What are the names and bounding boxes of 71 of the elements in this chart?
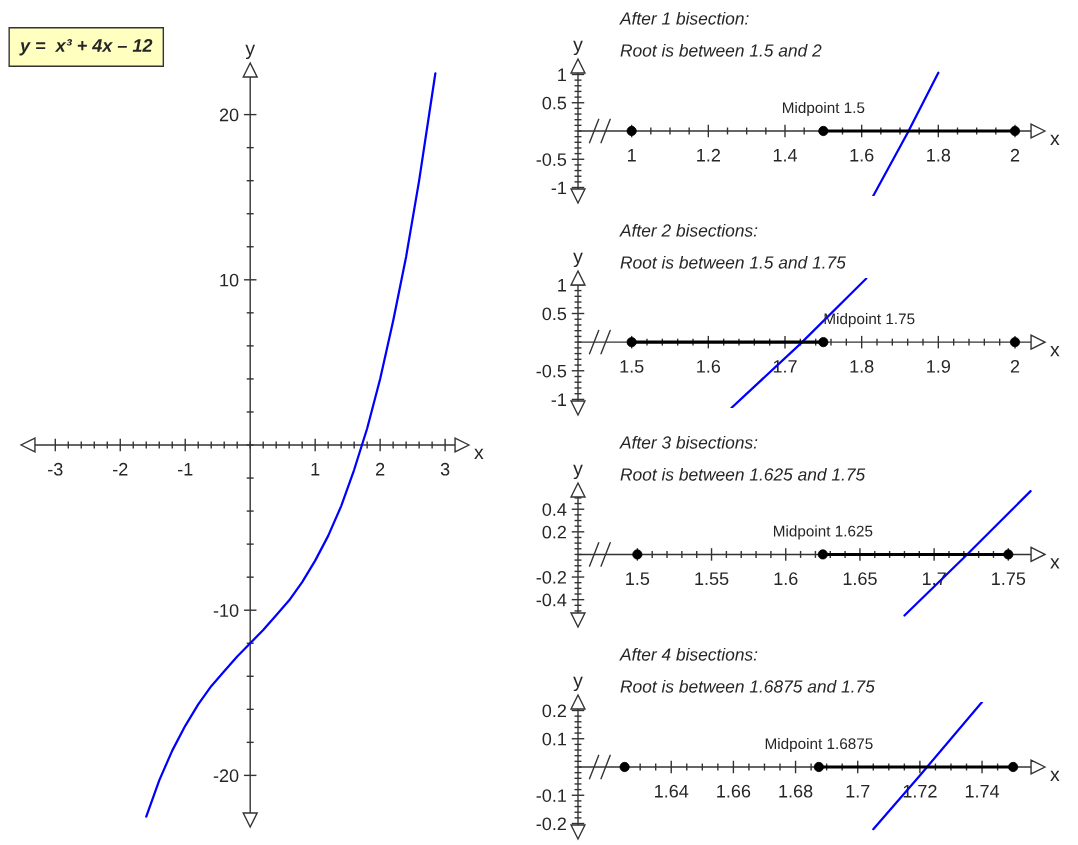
y-tick-label: -0.4 bbox=[536, 593, 567, 607]
y-axis-title: y bbox=[573, 676, 583, 692]
chart-title: After 2 bisections: bbox=[619, 223, 758, 237]
x-tick-label: 1.8 bbox=[850, 359, 874, 373]
x-tick-label: 2 bbox=[1010, 359, 1020, 373]
x-tick-label: 1.6 bbox=[850, 148, 874, 162]
y-tick-label: 0.1 bbox=[542, 732, 567, 746]
y-tick-label: -0.1 bbox=[536, 789, 567, 802]
x-axis-title: x bbox=[1050, 134, 1060, 146]
x-tick-label: 1.7 bbox=[846, 785, 870, 798]
chart-subtitle: Root is between 1.625 and 1.75 bbox=[620, 467, 866, 481]
y-axis-title: y bbox=[573, 40, 583, 56]
x-tick-label: 1 bbox=[628, 149, 636, 162]
x-tick-label: 1.9 bbox=[927, 359, 951, 373]
chart-subtitle: Root is between 1.5 and 2 bbox=[620, 43, 822, 57]
chart-subtitle: Root is between 1.5 and 1.75 bbox=[620, 255, 846, 269]
x-tick-label: 1.6 bbox=[697, 359, 721, 373]
x-tick-label: -2 bbox=[113, 462, 128, 476]
y-tick-label: 0.2 bbox=[542, 525, 566, 539]
x-tick-label: 1.2 bbox=[697, 148, 720, 162]
annotation: Midpoint 1.625 bbox=[773, 525, 873, 540]
chart-subtitle: Root is between 1.6875 and 1.75 bbox=[620, 679, 875, 693]
x-tick-label: 2 bbox=[376, 462, 385, 476]
y-tick-label: 0.5 bbox=[542, 307, 567, 321]
x-tick-label: 1.5 bbox=[620, 360, 644, 373]
y-tick-label: -0.2 bbox=[536, 570, 566, 584]
x-tick-label: 1.65 bbox=[843, 572, 877, 586]
chart-title: y = x³ + 4x – 12 bbox=[19, 39, 153, 56]
y-axis-title: y bbox=[573, 464, 583, 480]
x-tick-label: 1 bbox=[311, 463, 320, 476]
x-tick-label: 1.55 bbox=[695, 572, 729, 586]
annotation: Midpoint 1.5 bbox=[782, 101, 865, 117]
x-tick-label: 1.74 bbox=[965, 785, 1000, 798]
y-tick-label: 0.2 bbox=[542, 704, 566, 718]
annotation: Midpoint 1.75 bbox=[824, 313, 915, 328]
x-tick-label: 3 bbox=[440, 462, 450, 476]
y-tick-label: 1 bbox=[558, 278, 567, 292]
x-axis-title: x bbox=[474, 448, 484, 460]
y-tick-label: 0.5 bbox=[542, 96, 567, 110]
y-axis-title: y bbox=[573, 252, 583, 268]
y-tick-label: -20 bbox=[213, 769, 239, 783]
y-tick-label: -0.5 bbox=[536, 153, 567, 166]
x-tick-label: 1.66 bbox=[717, 784, 751, 798]
annotation: Midpoint 1.6875 bbox=[765, 737, 873, 753]
x-axis-title: x bbox=[1050, 345, 1060, 357]
x-tick-label: 1.8 bbox=[927, 148, 951, 162]
x-tick-label: 1.5 bbox=[626, 572, 650, 586]
x-tick-label: 2 bbox=[1010, 148, 1020, 162]
y-tick-label: -0.2 bbox=[536, 817, 566, 831]
y-axis-title: y bbox=[245, 44, 256, 60]
x-tick-label: -1 bbox=[178, 463, 193, 476]
x-tick-label: 1.68 bbox=[779, 784, 813, 798]
x-axis-title: x bbox=[1050, 558, 1060, 569]
chart-title: After 4 bisections: bbox=[619, 647, 758, 661]
line-series bbox=[145, 72, 437, 818]
x-tick-label: 1.6 bbox=[774, 572, 798, 586]
y-tick-label: -0.5 bbox=[536, 364, 567, 378]
y-tick-label: -10 bbox=[213, 604, 239, 617]
x-tick-label: 1.75 bbox=[992, 572, 1026, 586]
chart-title: After 3 bisections: bbox=[619, 435, 758, 449]
y-tick-label: 10 bbox=[220, 273, 239, 287]
x-tick-label: -3 bbox=[48, 462, 63, 476]
x-tick-label: 1.4 bbox=[773, 149, 798, 162]
y-tick-label: 20 bbox=[219, 108, 239, 122]
y-tick-label: 1 bbox=[558, 68, 567, 82]
x-axis-title: x bbox=[1050, 770, 1060, 782]
y-tick-label: 0.4 bbox=[542, 503, 567, 516]
y-tick-label: -1 bbox=[551, 181, 567, 195]
chart-title: After 1 bisection: bbox=[619, 11, 749, 25]
x-tick-label: 1.64 bbox=[655, 784, 689, 798]
y-tick-label: -1 bbox=[551, 393, 567, 406]
